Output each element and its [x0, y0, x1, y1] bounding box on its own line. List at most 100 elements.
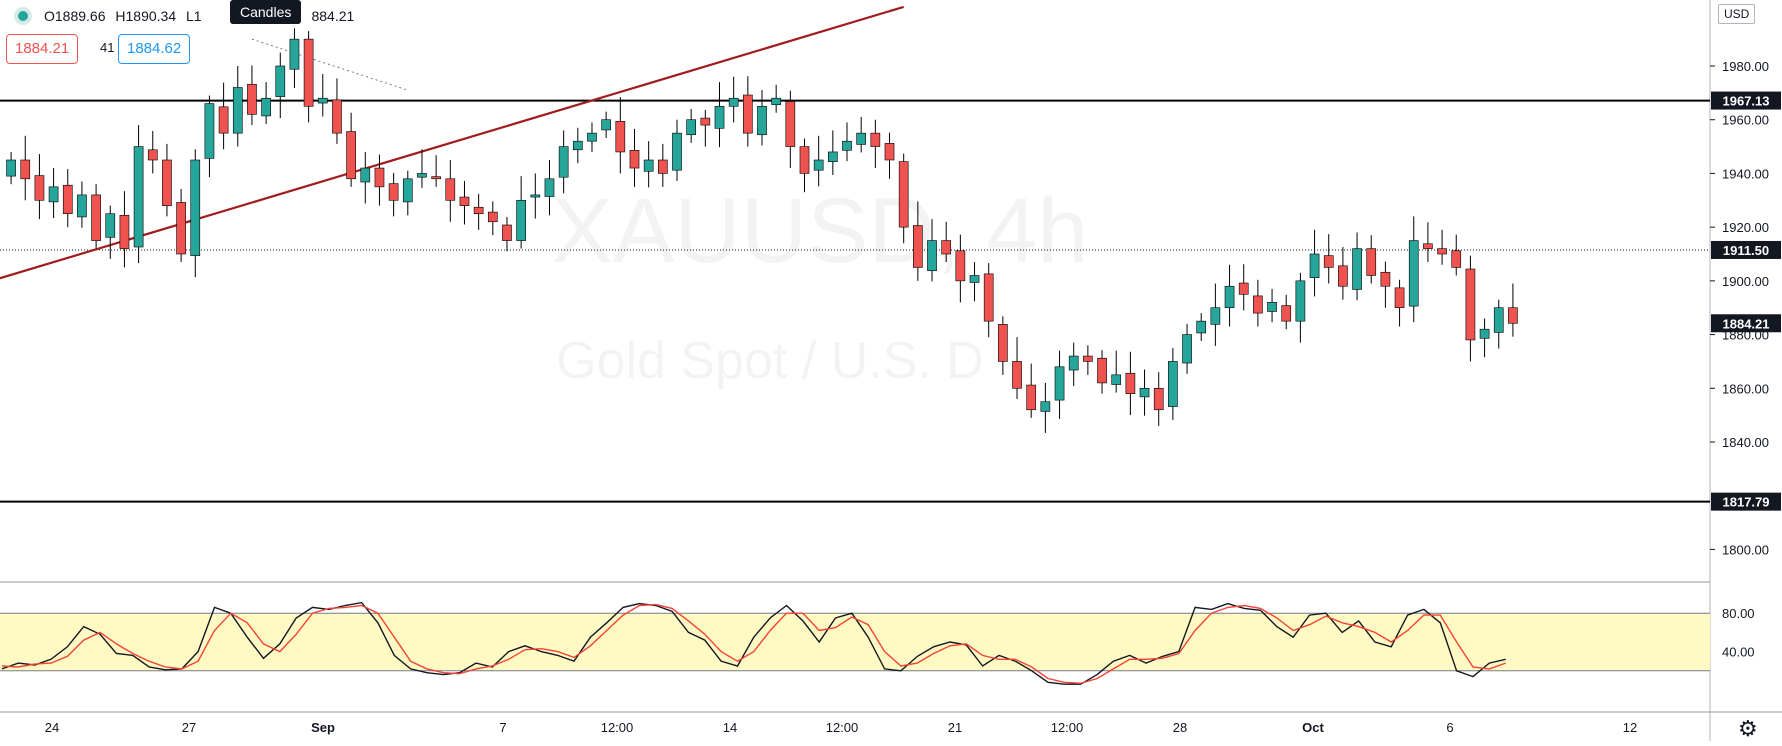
candle-body [941, 240, 952, 255]
candle-body [261, 97, 271, 117]
candle-body [629, 150, 640, 169]
sell-price-button[interactable]: 1884.21 [6, 34, 79, 64]
time-tick-label: 14 [723, 720, 737, 735]
candle-body [119, 215, 130, 249]
stoch-tick-label: 40.00 [1722, 645, 1755, 660]
candle-body [162, 159, 172, 206]
candle-body [530, 194, 541, 198]
candle-body [1352, 248, 1362, 290]
dashed-trendline [251, 38, 408, 91]
candle-body [275, 65, 286, 97]
time-tick-label: 12:00 [1051, 720, 1084, 735]
candle-body [969, 275, 980, 283]
candle-body [1295, 280, 1306, 322]
candle-body [657, 159, 668, 174]
candle-body [898, 161, 909, 228]
price-tick-label: 1980.00 [1722, 59, 1769, 74]
open-value: O1889.66 [44, 8, 106, 24]
candle-body [742, 94, 753, 134]
candle-body [360, 167, 371, 183]
spread-value: 41 [92, 34, 123, 62]
high-value: H1890.34 [115, 8, 177, 24]
time-tick-label: 7 [499, 720, 506, 735]
candle-body [1026, 384, 1037, 411]
candle-body [714, 105, 725, 129]
time-tick-label: 27 [182, 720, 196, 735]
candle-body [1068, 355, 1079, 371]
candle-body [1267, 302, 1277, 312]
watermark-description: Gold Spot / U.S. D [556, 332, 984, 390]
candle-body [998, 324, 1008, 362]
candle-body [1493, 307, 1504, 333]
price-label-box [1711, 314, 1781, 333]
candle-body [828, 151, 838, 162]
watermark-symbol: XAUUSD, 4h [552, 180, 1089, 282]
candle-body [105, 213, 116, 238]
candle-body [1338, 265, 1348, 287]
candle-body [459, 196, 470, 206]
candle-body [1253, 295, 1263, 314]
price-tick-label: 1960.00 [1722, 113, 1769, 128]
candle-body [176, 202, 186, 255]
candles [6, 28, 1518, 433]
candle-body [332, 99, 342, 134]
time-tick-label: 28 [1173, 720, 1187, 735]
candle-body [1366, 248, 1377, 276]
price-label-box [1711, 240, 1781, 259]
time-tick-label: 12:00 [601, 720, 634, 735]
settings-gear-icon[interactable]: ⚙ [1738, 716, 1758, 741]
candle-body [147, 149, 158, 161]
candle-body [20, 159, 31, 180]
candle-body [34, 175, 45, 201]
candle-body [48, 186, 59, 203]
price-tick-label: 1940.00 [1722, 166, 1769, 181]
buy-price-button[interactable]: 1884.62 [118, 34, 191, 64]
candle-body [757, 105, 767, 136]
candle-body [700, 117, 711, 126]
candle-body [232, 87, 243, 134]
candle-body [1139, 387, 1150, 398]
candle-body [785, 101, 796, 147]
price-tick-label: 1800.00 [1722, 542, 1769, 557]
candle-body [190, 159, 201, 256]
price-tick-label: 1920.00 [1722, 220, 1769, 235]
candle-body [1408, 240, 1419, 307]
time-tick-label: 12 [1623, 720, 1637, 735]
candle-body [1380, 271, 1391, 287]
candle-body [77, 194, 87, 218]
candle-body [771, 97, 782, 105]
candle-body [6, 159, 16, 177]
candle-body [1182, 334, 1192, 364]
candle-body [1210, 307, 1221, 325]
candle-body [1451, 250, 1462, 268]
candle-body [1437, 248, 1447, 255]
candle-body [799, 146, 810, 174]
candle-body [558, 146, 569, 178]
candle-body [672, 132, 682, 171]
candle-body [870, 132, 881, 147]
candle-body [1309, 253, 1320, 278]
candle-body [544, 178, 555, 197]
candle-body [884, 143, 895, 161]
candle-body [1281, 305, 1292, 322]
price-tick-label: 1840.00 [1722, 435, 1769, 450]
candle-body [91, 194, 101, 241]
candle-body [1394, 287, 1405, 309]
candle-body [431, 176, 441, 180]
candle-body [417, 173, 427, 178]
price-tick-label: 1900.00 [1722, 274, 1769, 289]
candle-body [1224, 285, 1235, 309]
candle-body [388, 183, 399, 201]
candle-body [615, 121, 626, 153]
price-label-box [1711, 492, 1781, 511]
currency-button[interactable]: USD [1718, 4, 1756, 24]
candle-body [1097, 357, 1107, 384]
price-tick-label: 1860.00 [1722, 381, 1769, 396]
candle-body [955, 250, 966, 282]
time-tick-label: 24 [45, 720, 59, 735]
candle-body [1083, 355, 1093, 362]
candle-body [1040, 401, 1051, 412]
time-tick-label: 6 [1446, 720, 1453, 735]
